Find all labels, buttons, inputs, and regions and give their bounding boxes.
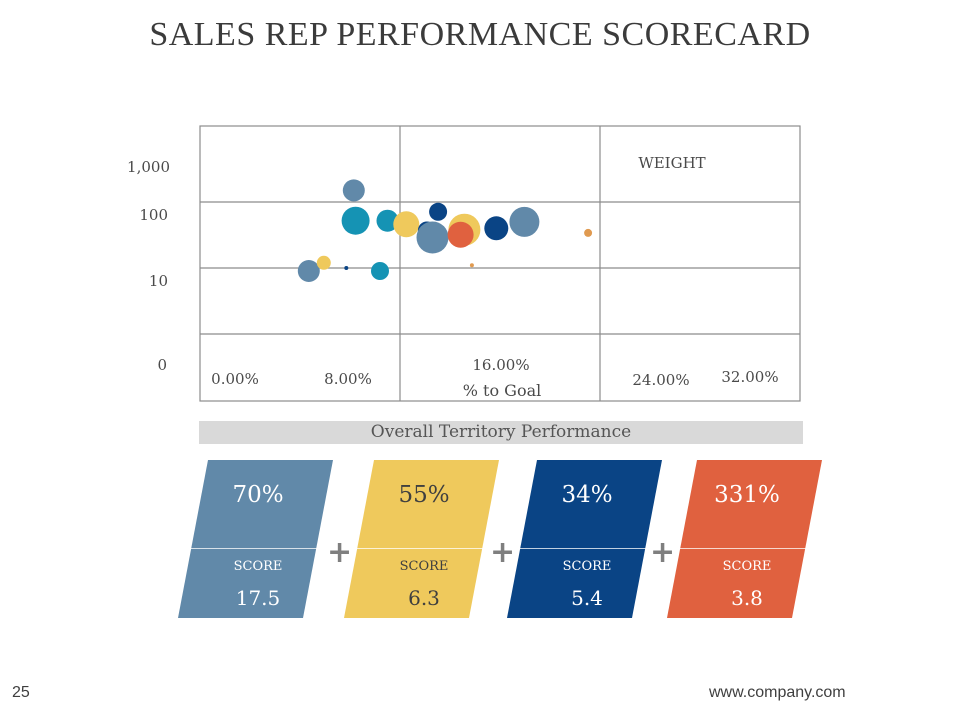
bubble-point-7	[416, 221, 449, 254]
bubble-point-5	[429, 202, 448, 221]
x-axis-label: % to Goal	[463, 381, 542, 400]
card-score-label: SCORE	[399, 559, 449, 574]
y-axis-ticks: 1,000 100 10 0	[127, 158, 170, 374]
card-score-value: 17.5	[235, 586, 281, 610]
weight-annotation: WEIGHT	[638, 154, 705, 172]
performance-banner: Overall Territory Performance	[199, 421, 803, 444]
bubble-point-2	[341, 206, 370, 235]
card-score-value: 6.3	[408, 586, 440, 610]
card-background	[178, 460, 333, 618]
card-divider	[356, 548, 504, 549]
bubble-point-9	[447, 221, 474, 248]
bubble-point-14	[344, 266, 349, 270]
x-tick-label: 32.00%	[721, 368, 778, 386]
plus-operator-3: +	[650, 535, 676, 570]
card-divider	[519, 548, 667, 549]
score-card-3: 34% SCORE 5.4	[507, 460, 667, 618]
bubble-point-17	[584, 228, 593, 237]
y-tick-label: 1,000	[127, 158, 170, 176]
card-score-value: 3.8	[731, 586, 763, 610]
card-percent: 70%	[232, 482, 284, 508]
bubble-point-12	[297, 260, 320, 282]
card-percent: 55%	[398, 482, 450, 508]
card-background	[667, 460, 822, 618]
plus-operator-2: +	[490, 535, 516, 570]
card-score-label: SCORE	[562, 559, 612, 574]
score-card-2: 55% SCORE 6.3	[344, 460, 504, 618]
bubble-point-3	[376, 209, 399, 232]
bubble-point-10	[484, 216, 509, 241]
card-shape	[507, 460, 662, 618]
bubble-point-11	[509, 206, 540, 237]
bubble-point-4	[393, 211, 420, 238]
plot-border	[199, 125, 801, 402]
x-tick-label: 16.00%	[472, 356, 529, 374]
company-website: www.company.com	[709, 684, 846, 701]
card-percent: 34%	[561, 482, 613, 508]
x-tick-label: 0.00%	[211, 370, 259, 388]
y-tick-label: 0	[157, 356, 167, 374]
card-shape	[667, 460, 822, 618]
y-tick-label: 100	[139, 206, 168, 224]
card-background	[344, 460, 499, 618]
card-score-value: 5.4	[571, 586, 603, 610]
score-card-1: 70% SCORE 17.5	[178, 460, 338, 618]
page-number: 25	[12, 684, 30, 701]
card-score-label: SCORE	[233, 559, 283, 574]
card-background	[507, 460, 662, 618]
bubble-series	[297, 179, 593, 282]
plus-operator-1: +	[327, 535, 353, 570]
x-tick-label: 8.00%	[324, 370, 372, 388]
y-tick-label: 10	[149, 272, 168, 290]
slide-title: SALES REP PERFORMANCE SCORECARD	[149, 16, 811, 53]
card-divider	[679, 548, 827, 549]
bubble-point-13	[316, 255, 331, 270]
card-shape	[178, 460, 333, 618]
card-shape	[344, 460, 499, 618]
card-percent: 331%	[714, 482, 780, 508]
bubble-point-1	[342, 179, 365, 202]
bubble-point-16	[469, 263, 474, 268]
score-card-4: 331% SCORE 3.8	[667, 460, 827, 618]
bubble-point-15	[371, 262, 389, 280]
x-tick-label: 24.00%	[632, 371, 689, 389]
chart-grid	[199, 125, 801, 402]
x-axis-ticks: 0.00% 8.00% 16.00% 24.00% 32.00%	[211, 356, 778, 389]
card-score-label: SCORE	[722, 559, 772, 574]
card-divider	[190, 548, 338, 549]
bubble-chart: 1,000 100 10 0 0.00% 8.00% 16.00% 24.00%…	[127, 125, 801, 402]
